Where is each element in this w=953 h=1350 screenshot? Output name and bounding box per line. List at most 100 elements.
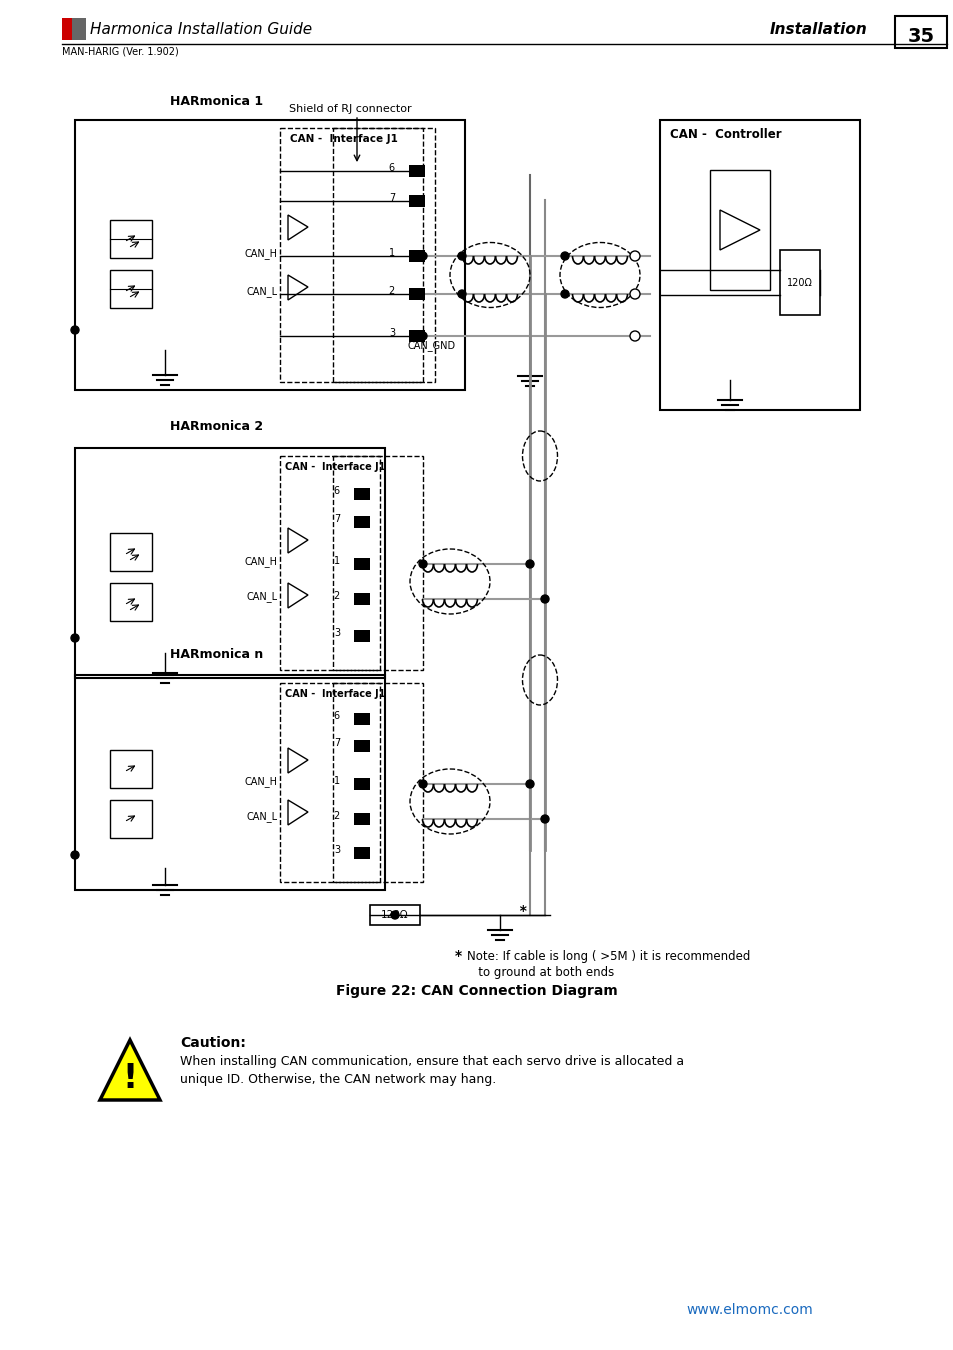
Text: 1: 1 <box>334 556 339 566</box>
Text: Note: If cable is long ( >5M ) it is recommended: Note: If cable is long ( >5M ) it is rec… <box>467 950 750 963</box>
Text: 2: 2 <box>388 286 395 296</box>
Bar <box>354 713 370 725</box>
Bar <box>75 675 385 890</box>
Text: 2: 2 <box>334 811 339 821</box>
Bar <box>409 250 424 262</box>
Bar <box>75 448 385 678</box>
Text: 7: 7 <box>388 193 395 202</box>
Polygon shape <box>100 1040 160 1100</box>
Bar <box>354 813 370 825</box>
Text: 1: 1 <box>389 248 395 258</box>
Circle shape <box>560 290 568 298</box>
Circle shape <box>418 332 427 340</box>
Polygon shape <box>71 18 86 40</box>
Bar <box>354 630 370 643</box>
Text: 7: 7 <box>334 738 339 748</box>
Circle shape <box>457 252 465 261</box>
Bar <box>75 120 464 390</box>
Bar <box>333 456 422 670</box>
Bar <box>894 16 946 49</box>
Text: unique ID. Otherwise, the CAN network may hang.: unique ID. Otherwise, the CAN network ma… <box>180 1073 496 1085</box>
Circle shape <box>391 911 398 919</box>
Bar <box>354 516 370 528</box>
Bar <box>409 165 424 177</box>
Text: CAN_L: CAN_L <box>247 591 277 602</box>
Circle shape <box>71 634 79 643</box>
Circle shape <box>525 560 534 568</box>
Circle shape <box>457 290 465 298</box>
Text: 7: 7 <box>334 514 339 524</box>
Text: 6: 6 <box>334 486 339 495</box>
Text: Caution:: Caution: <box>180 1035 246 1050</box>
Text: 35: 35 <box>906 27 934 46</box>
Circle shape <box>418 560 427 568</box>
Text: 2: 2 <box>334 591 339 601</box>
Bar <box>780 250 820 315</box>
Bar <box>280 128 435 382</box>
Bar <box>354 487 370 500</box>
Bar <box>354 558 370 570</box>
Text: HARmonica 2: HARmonica 2 <box>170 420 263 433</box>
Bar <box>333 128 422 382</box>
Text: Figure 22: CAN Connection Diagram: Figure 22: CAN Connection Diagram <box>335 984 618 998</box>
Text: to ground at both ends: to ground at both ends <box>467 967 614 979</box>
Text: CAN -  Interface J1: CAN - Interface J1 <box>290 134 397 144</box>
Bar <box>110 533 152 571</box>
Bar <box>709 170 769 290</box>
Text: !: ! <box>122 1062 137 1095</box>
Text: *: * <box>510 904 526 918</box>
Circle shape <box>540 815 548 824</box>
Circle shape <box>560 252 568 261</box>
Text: 6: 6 <box>389 163 395 173</box>
Text: CAN -  Interface J1: CAN - Interface J1 <box>285 688 385 699</box>
Text: Harmonica Installation Guide: Harmonica Installation Guide <box>90 22 312 36</box>
Circle shape <box>71 850 79 859</box>
Bar <box>354 593 370 605</box>
Text: CAN_H: CAN_H <box>245 556 277 567</box>
Bar <box>409 288 424 300</box>
Circle shape <box>418 780 427 788</box>
Bar <box>110 220 152 258</box>
Circle shape <box>629 251 639 261</box>
Text: HARmonica 1: HARmonica 1 <box>170 95 263 108</box>
Text: CAN -  Controller: CAN - Controller <box>669 128 781 140</box>
Text: 120Ω: 120Ω <box>786 278 812 288</box>
Text: CAN -  Interface J1: CAN - Interface J1 <box>285 462 385 472</box>
Text: *: * <box>455 949 467 963</box>
Circle shape <box>540 595 548 603</box>
Text: MAN-HARIG (Ver. 1.902): MAN-HARIG (Ver. 1.902) <box>62 47 178 57</box>
Text: Shield of RJ connector: Shield of RJ connector <box>289 104 411 113</box>
Bar <box>110 583 152 621</box>
Circle shape <box>629 331 639 342</box>
Bar <box>62 18 76 40</box>
Text: 3: 3 <box>334 845 339 855</box>
Text: 3: 3 <box>334 628 339 639</box>
Bar <box>370 904 419 925</box>
Text: 3: 3 <box>389 328 395 338</box>
Bar <box>409 329 424 342</box>
Text: CAN_GND: CAN_GND <box>408 340 456 351</box>
Text: When installing CAN communication, ensure that each servo drive is allocated a: When installing CAN communication, ensur… <box>180 1054 683 1068</box>
Text: 1: 1 <box>334 776 339 786</box>
Circle shape <box>525 780 534 788</box>
Bar <box>354 778 370 790</box>
Bar <box>409 194 424 207</box>
Text: CAN_H: CAN_H <box>245 776 277 787</box>
Bar <box>354 740 370 752</box>
Text: Installation: Installation <box>769 22 867 36</box>
Text: HARmonica n: HARmonica n <box>170 648 263 662</box>
Bar <box>280 683 379 882</box>
Bar <box>354 846 370 859</box>
Text: 120Ω: 120Ω <box>381 910 409 919</box>
Text: 6: 6 <box>334 711 339 721</box>
Bar <box>110 270 152 308</box>
Bar <box>333 683 422 882</box>
Circle shape <box>629 289 639 298</box>
Text: CAN_H: CAN_H <box>245 248 277 259</box>
Text: www.elmomc.com: www.elmomc.com <box>686 1303 813 1318</box>
Circle shape <box>418 252 427 261</box>
Circle shape <box>71 325 79 333</box>
Text: CAN_L: CAN_L <box>247 811 277 822</box>
Text: CAN_L: CAN_L <box>247 286 277 297</box>
Bar <box>110 751 152 788</box>
